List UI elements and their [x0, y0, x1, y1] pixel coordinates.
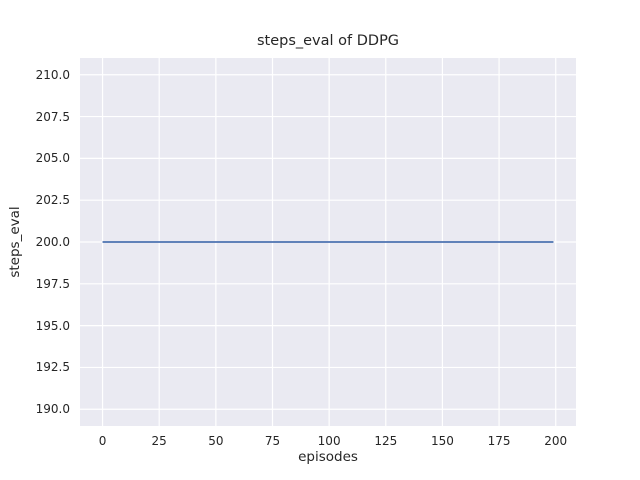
- y-tick-label: 205.0: [35, 151, 70, 166]
- y-tick-label: 197.5: [35, 276, 70, 291]
- y-tick-label: 207.5: [35, 109, 70, 124]
- plot-area: [80, 58, 576, 426]
- x-tick-label: 0: [98, 434, 107, 448]
- y-tick-label: 190.0: [35, 402, 70, 417]
- x-axis-label: episodes: [298, 449, 358, 465]
- x-tick-label: 100: [317, 434, 341, 448]
- x-tick-label: 150: [430, 434, 454, 448]
- x-tick-label: 50: [208, 434, 224, 448]
- y-tick-label: 200.0: [35, 235, 70, 249]
- y-tick-label: 195.0: [35, 318, 70, 333]
- x-tick-label: 25: [151, 434, 167, 448]
- chart-title: steps_eval of DDPG: [256, 33, 400, 49]
- x-tick-label: 125: [374, 434, 398, 448]
- x-tick-label: 200: [544, 434, 568, 448]
- y-tick-label: 210.0: [35, 67, 70, 82]
- y-tick-label: 202.5: [35, 193, 70, 208]
- chart-canvas: [80, 58, 576, 426]
- x-tick-label: 75: [264, 434, 281, 448]
- x-tick-label: 175: [487, 434, 511, 448]
- y-tick-label: 192.5: [35, 360, 70, 375]
